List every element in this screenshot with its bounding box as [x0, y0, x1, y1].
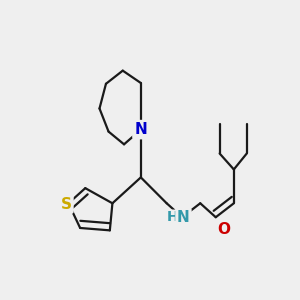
- Text: O: O: [217, 222, 230, 237]
- Text: N: N: [177, 210, 190, 225]
- Text: H: H: [167, 210, 179, 224]
- Text: S: S: [60, 196, 71, 211]
- Text: N: N: [134, 122, 147, 137]
